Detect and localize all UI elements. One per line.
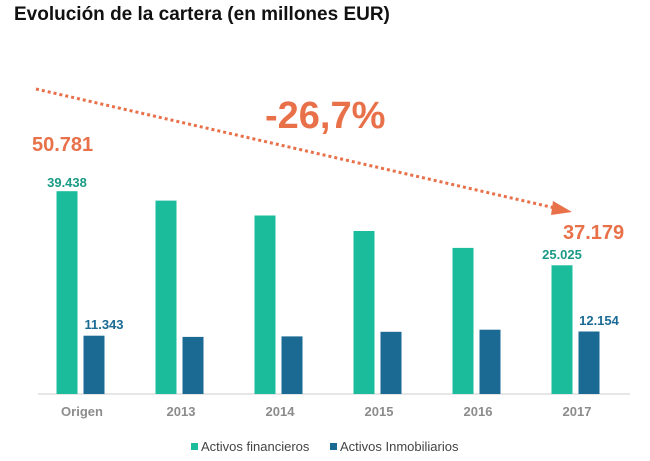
data-label-financial-2017: 25.025 [542,247,582,262]
bar-real-estate-2016 [479,329,501,394]
trend-arrow [35,87,556,210]
total-end-label: 37.179 [563,222,624,244]
bar-real-estate-2013 [182,336,204,394]
legend-swatch-real-estate [330,443,337,450]
bar-financial-2013 [155,200,177,394]
bar-financial-2014 [254,215,276,394]
x-tick-label-2017: 2017 [563,404,592,419]
bar-financial-2016 [452,247,474,394]
bar-real-estate-2015 [380,331,402,394]
bar-real-estate-origen [83,335,105,394]
bar-real-estate-2017 [578,331,600,394]
x-tick-labels: Origen 2013 2014 2015 2016 2017 [61,404,591,419]
trend-arrowhead-icon [551,201,572,215]
bar-financial-2017 [551,265,573,394]
chart-title: Evolución de la cartera (en millones EUR… [14,4,390,25]
data-label-real-estate-2017: 12.154 [579,313,620,328]
x-tick-label-origen: Origen [61,404,103,419]
legend-swatch-financial [191,443,198,450]
x-tick-label-2013: 2013 [167,404,196,419]
bar-real-estate-2014 [281,336,303,394]
x-tick-label-2016: 2016 [464,404,493,419]
total-start-label: 50.781 [32,134,93,156]
bar-financial-origen [56,191,78,394]
legend: Activos financieros Activos Inmobiliario… [191,439,459,454]
bar-financial-2015 [353,231,375,394]
x-tick-label-2015: 2015 [365,404,394,419]
change-percentage: -26,7% [265,95,385,137]
bars-group [56,191,600,394]
data-label-real-estate-origen: 11.343 [84,317,123,332]
legend-label-financial: Activos financieros [201,439,310,454]
data-label-financial-origen: 39.438 [47,175,87,190]
x-tick-label-2014: 2014 [266,404,296,419]
legend-label-real-estate: Activos Inmobiliarios [340,439,459,454]
